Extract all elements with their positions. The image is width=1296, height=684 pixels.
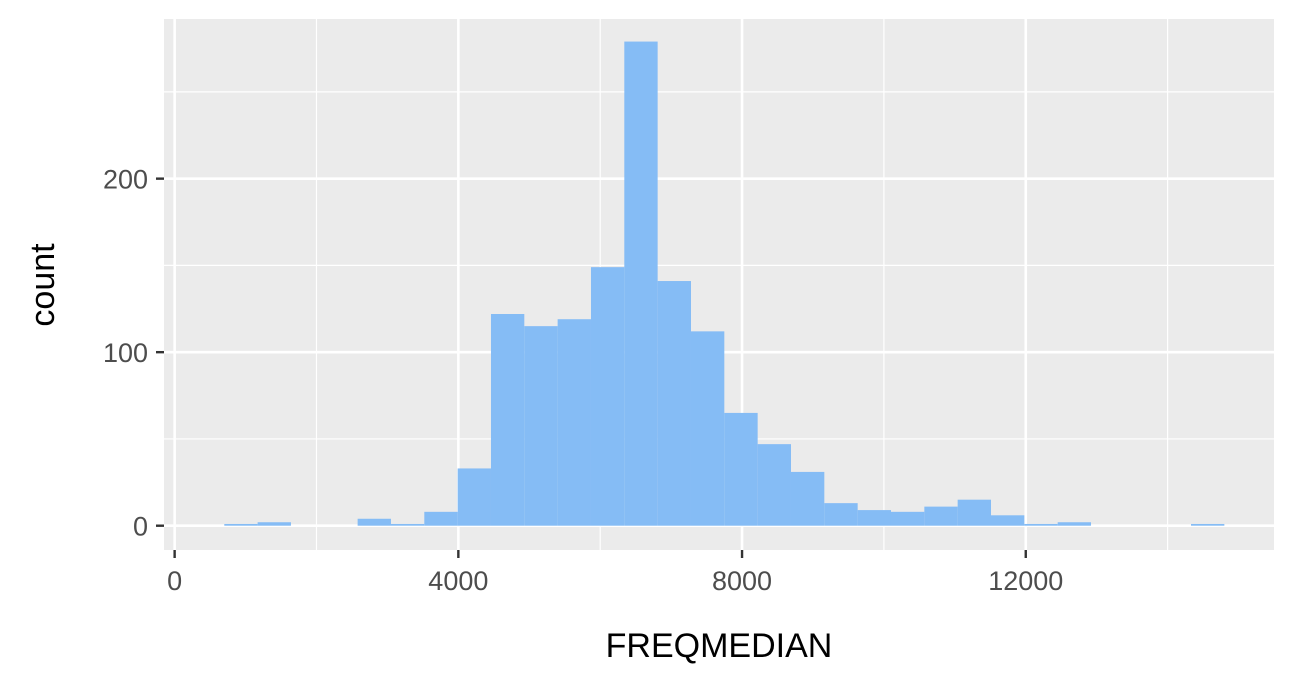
histogram-bar	[657, 281, 691, 526]
histogram-bar	[557, 319, 591, 526]
x-axis-title: FREQMEDIAN	[606, 627, 833, 665]
histogram-bar	[357, 518, 391, 526]
histogram-bar	[390, 523, 425, 526]
histogram-bar	[790, 471, 825, 526]
histogram-bars	[224, 41, 1225, 526]
histogram-bar	[1057, 522, 1092, 526]
histogram-bar	[890, 511, 925, 526]
y-tick-label: 200	[103, 165, 148, 195]
x-tick-label: 12000	[988, 566, 1063, 596]
histogram-bar	[757, 444, 791, 526]
histogram-bar	[490, 314, 525, 526]
histogram-bar	[1191, 523, 1225, 526]
y-axis-title: count	[24, 243, 62, 327]
histogram-bar	[257, 522, 291, 526]
histogram-bar	[924, 506, 958, 526]
y-tick-label: 0	[133, 512, 148, 542]
histogram-bar	[857, 510, 891, 526]
x-tick-label: 0	[167, 566, 182, 596]
histogram-bar	[724, 412, 758, 526]
histogram-bar	[957, 499, 992, 526]
histogram-bar	[457, 468, 491, 526]
x-axis: 0 4000 8000 12000	[167, 550, 1063, 596]
histogram-bar	[991, 515, 1025, 526]
histogram-bar	[524, 326, 558, 526]
histogram-bar	[224, 523, 258, 526]
histogram-bar	[824, 503, 858, 526]
histogram-bar	[1024, 523, 1058, 526]
x-tick-label: 8000	[712, 566, 772, 596]
histogram-bar	[590, 267, 625, 526]
y-axis: 0 100 200	[103, 165, 164, 542]
x-tick-label: 4000	[428, 566, 488, 596]
histogram-bar	[424, 511, 458, 526]
histogram-bar	[690, 331, 725, 526]
y-tick-label: 100	[103, 338, 148, 368]
histogram-bar	[624, 41, 658, 526]
